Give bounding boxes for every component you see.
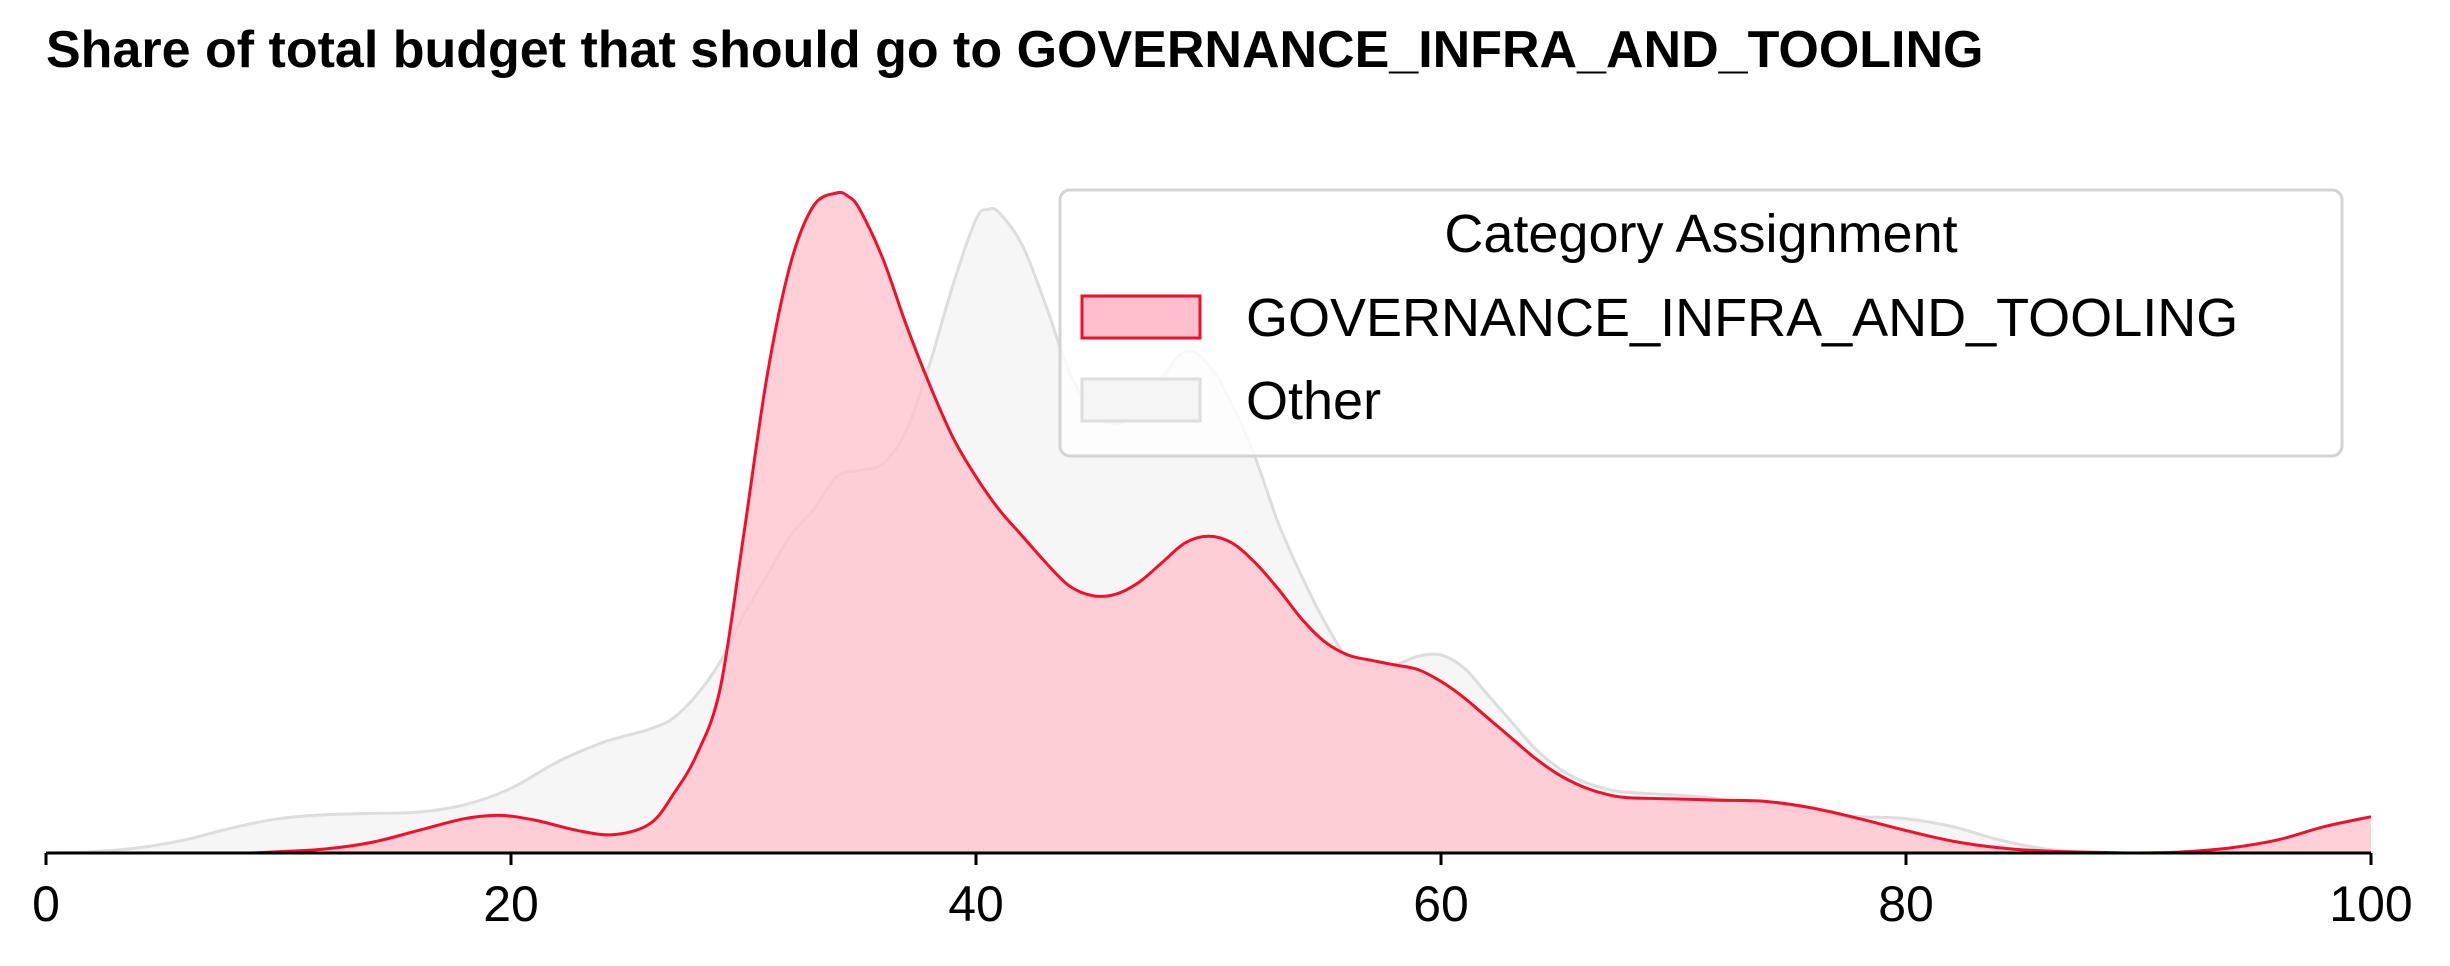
legend-swatch-governance bbox=[1080, 294, 1202, 340]
legend-label-governance: GOVERNANCE_INFRA_AND_TOOLING bbox=[1246, 288, 2238, 348]
chart-title: Share of total budget that should go to … bbox=[46, 21, 1984, 79]
x-tick-label: 60 bbox=[1413, 876, 1469, 932]
x-tick-label: 80 bbox=[1878, 876, 1934, 932]
density-area-governance bbox=[250, 192, 2371, 854]
x-tick-label: 40 bbox=[948, 876, 1004, 932]
legend: Category Assignment GOVERNANCE_INFRA_AND… bbox=[1058, 188, 2344, 458]
legend-box bbox=[1058, 188, 2344, 458]
legend-label-other: Other bbox=[1246, 371, 1381, 431]
x-tick-label: 20 bbox=[483, 876, 539, 932]
x-tick-label: 100 bbox=[2329, 876, 2412, 932]
density-line-governance bbox=[250, 190, 2372, 855]
legend-swatch-other bbox=[1080, 377, 1202, 423]
x-tick-label: 0 bbox=[32, 876, 60, 932]
density-area-other bbox=[46, 208, 2092, 853]
legend-title: Category Assignment bbox=[1444, 204, 1957, 264]
x-axis-ticks: 0 20 40 60 80 100 bbox=[32, 853, 2413, 932]
